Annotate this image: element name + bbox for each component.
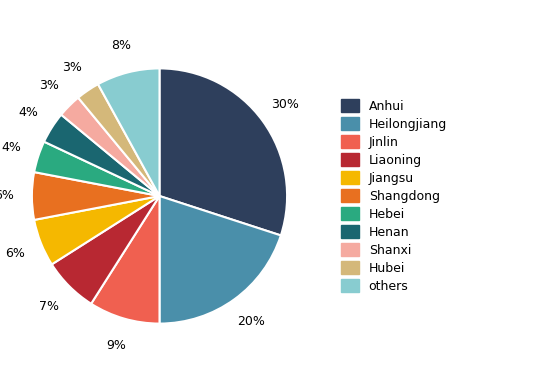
Text: 3%: 3%	[40, 80, 59, 93]
Wedge shape	[34, 196, 160, 264]
Text: 6%: 6%	[5, 247, 25, 260]
Text: 4%: 4%	[18, 106, 38, 119]
Text: 6%: 6%	[0, 189, 14, 203]
Legend: Anhui, Heilongjiang, Jinlin, Liaoning, Jiangsu, Shangdong, Hebei, Henan, Shanxi,: Anhui, Heilongjiang, Jinlin, Liaoning, J…	[341, 99, 447, 293]
Wedge shape	[98, 68, 160, 196]
Wedge shape	[32, 172, 160, 220]
Text: 8%: 8%	[111, 39, 131, 52]
Text: 9%: 9%	[106, 339, 126, 352]
Text: 7%: 7%	[40, 299, 59, 312]
Wedge shape	[52, 196, 160, 304]
Text: 3%: 3%	[62, 61, 82, 74]
Wedge shape	[78, 84, 160, 196]
Wedge shape	[160, 68, 287, 236]
Wedge shape	[61, 98, 160, 196]
Wedge shape	[91, 196, 160, 324]
Wedge shape	[34, 142, 160, 196]
Text: 30%: 30%	[272, 98, 299, 111]
Text: 20%: 20%	[237, 316, 265, 328]
Wedge shape	[44, 115, 160, 196]
Wedge shape	[160, 196, 281, 324]
Text: 4%: 4%	[2, 142, 21, 154]
